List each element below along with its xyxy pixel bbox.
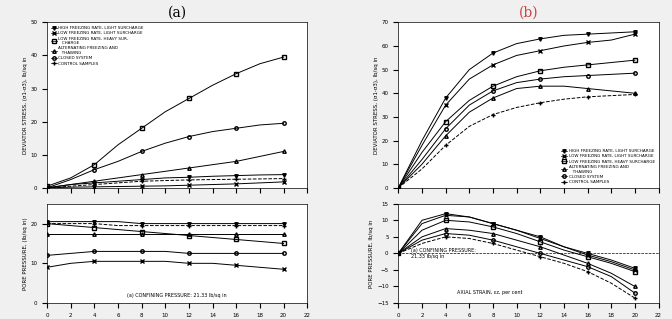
Legend: HIGH FREEZING RATE, LIGHT SURCHARGE, LOW FREEZING RATE, LIGHT SURCHARGE, LOW FRE: HIGH FREEZING RATE, LIGHT SURCHARGE, LOW…: [560, 148, 657, 186]
Title: (a): (a): [167, 6, 187, 20]
Y-axis label: DEVIATOR STRESS, (σ1-σ3), lb/sq in: DEVIATOR STRESS, (σ1-σ3), lb/sq in: [23, 56, 28, 154]
Y-axis label: PORE PRESSURE, (lb/sq in): PORE PRESSURE, (lb/sq in): [23, 217, 28, 290]
Y-axis label: DEVIATOR STRESS, (σ1-σ3), lb/sq in: DEVIATOR STRESS, (σ1-σ3), lb/sq in: [374, 56, 379, 154]
Text: (a) CONFINING PRESSURE: 21.33 lb/sq in: (a) CONFINING PRESSURE: 21.33 lb/sq in: [127, 293, 227, 298]
Text: (a) CONFINING PRESSURE:
21.33 lb/sq in: (a) CONFINING PRESSURE: 21.33 lb/sq in: [411, 249, 476, 259]
Y-axis label: PORE PRESSURE, lb/sq in: PORE PRESSURE, lb/sq in: [369, 219, 374, 288]
Title: (b): (b): [519, 6, 538, 20]
Legend: HIGH FREEZING RATE, LIGHT SURCHARGE, LOW FREEZING RATE, LIGHT SURCHARGE, LOW FRE: HIGH FREEZING RATE, LIGHT SURCHARGE, LOW…: [49, 25, 145, 67]
Text: AXIAL STRAIN, εz, per cent: AXIAL STRAIN, εz, per cent: [457, 290, 522, 295]
